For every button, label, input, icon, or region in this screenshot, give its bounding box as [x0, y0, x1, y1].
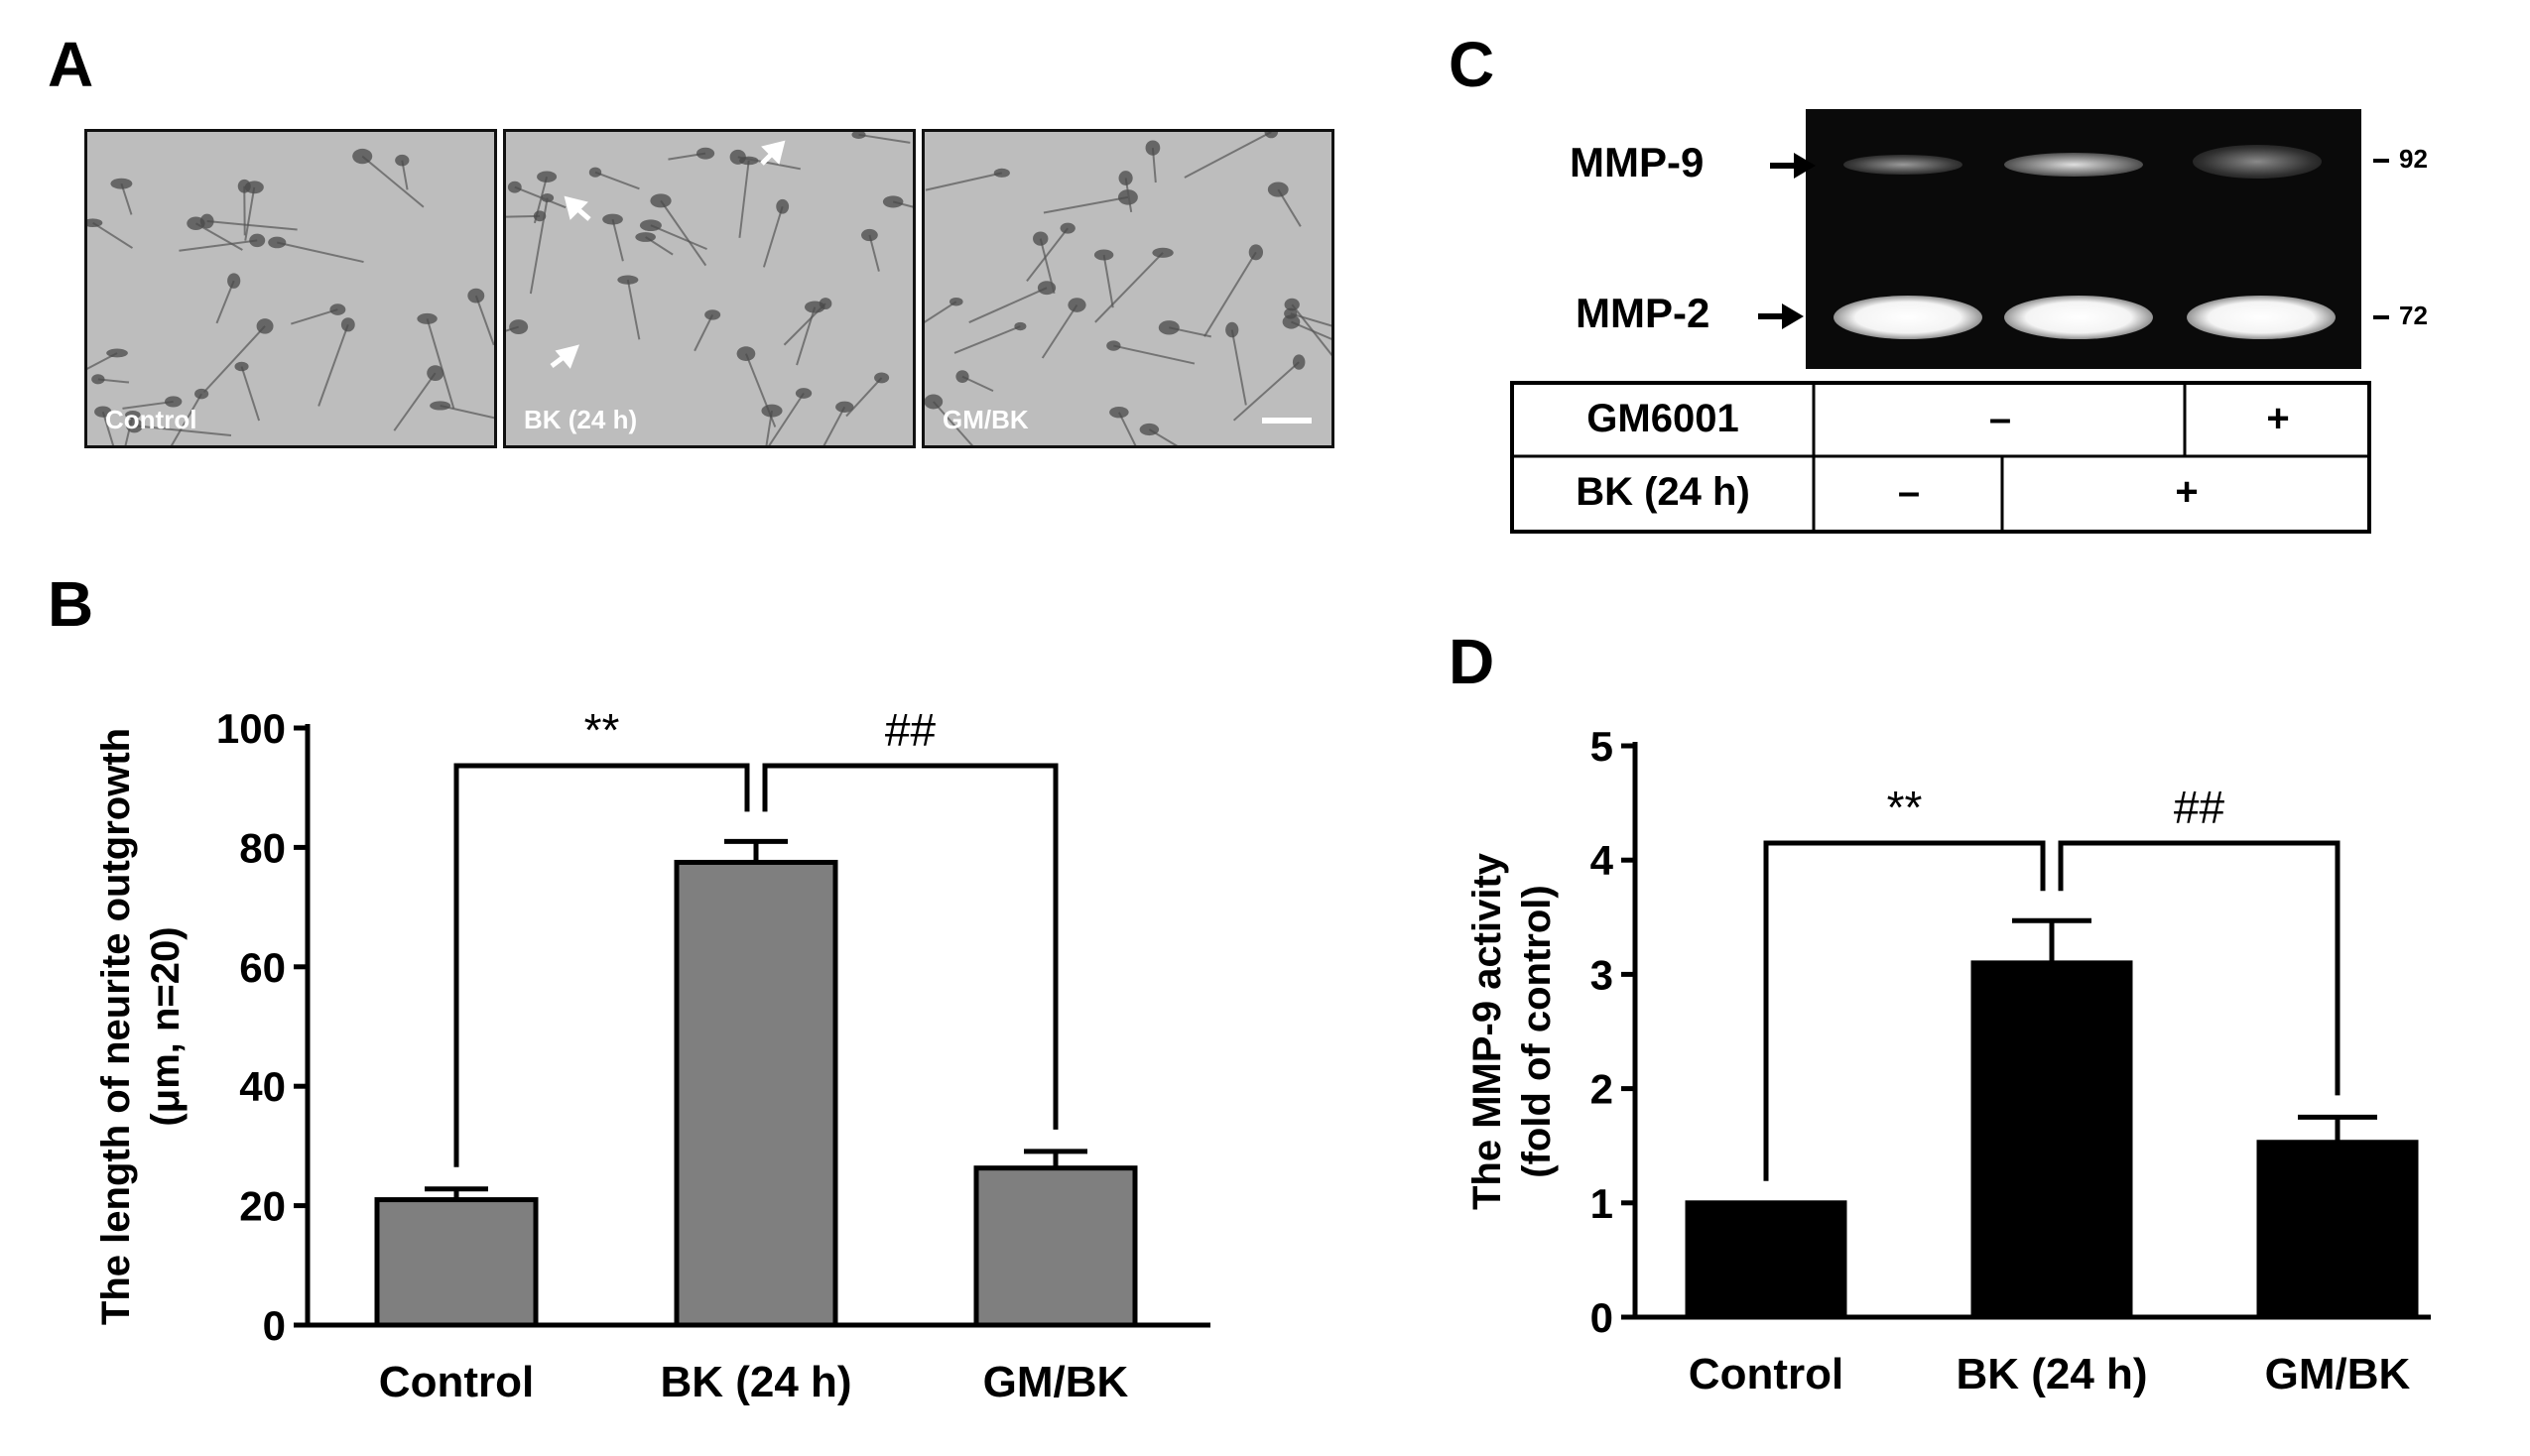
significance-label: **	[584, 704, 620, 756]
marker-tick	[2373, 159, 2389, 163]
band-mmp2-gmbk	[2187, 296, 2336, 339]
y-tick-label: 1	[1590, 1180, 1613, 1227]
y-tick-label: 0	[263, 1302, 286, 1349]
bar	[973, 1165, 1138, 1328]
band-mmp9-control	[1843, 155, 1962, 175]
panel-letter-d: D	[1449, 626, 1495, 697]
arrow-right-icon	[1758, 303, 1804, 329]
significance-bracket	[2058, 840, 2340, 1096]
bar	[374, 1197, 539, 1328]
x-tick-label: GM/BK	[2265, 1350, 2411, 1398]
y-tick-label: 100	[216, 705, 286, 752]
micrograph-label: Control	[105, 405, 197, 434]
band-mmp2-control	[1834, 296, 1982, 339]
micrograph-gm-bk: GM/BK	[922, 129, 1334, 448]
significance-bracket	[1763, 840, 2046, 1181]
significance-label: ##	[2174, 782, 2225, 833]
band-name: MMP-9	[1570, 139, 1705, 185]
conditions-table	[1510, 381, 2371, 534]
y-tick-label: 4	[1590, 837, 1614, 884]
micrograph-control: Control	[84, 129, 497, 448]
y-tick-label: 20	[239, 1183, 286, 1230]
y-axis-title: (μm, n=20)	[144, 926, 188, 1126]
y-tick-label: 80	[239, 824, 286, 871]
band-name: MMP-2	[1576, 290, 1710, 336]
y-tick-label: 60	[239, 944, 286, 991]
panel-letter-b: B	[48, 568, 94, 640]
panel-letter-c: C	[1449, 29, 1495, 100]
y-axis-title: The MMP-9 activity	[1465, 852, 1509, 1210]
significance-bracket	[453, 763, 750, 1167]
band-label-mmp9: MMP-9	[1570, 139, 1704, 186]
marker-tick	[2373, 315, 2389, 319]
bar	[674, 859, 838, 1328]
band-mmp9-bk	[2004, 153, 2143, 177]
y-tick-label: 0	[1590, 1294, 1613, 1341]
bar	[2256, 1140, 2419, 1320]
table-cell: +	[2175, 470, 2199, 514]
significance-bracket	[762, 763, 1059, 1130]
table-row-label-bk: BK (24 h)	[1576, 470, 1750, 514]
y-tick-label: 2	[1590, 1066, 1613, 1113]
table-row-label-gm6001: GM6001	[1586, 397, 1739, 440]
y-tick-label: 3	[1590, 951, 1613, 998]
x-tick-label: BK (24 h)	[1956, 1350, 2147, 1398]
band-label-mmp2: MMP-2	[1576, 290, 1709, 337]
table-cell: +	[2266, 397, 2290, 440]
micrograph-bk-24h: BK (24 h)	[503, 129, 916, 448]
zymogram-gel	[1806, 109, 2361, 369]
table-cell: –	[1988, 397, 2012, 440]
x-tick-label: GM/BK	[983, 1358, 1129, 1406]
micrograph-label: GM/BK	[943, 405, 1029, 434]
cell-texture	[925, 132, 1331, 445]
x-tick-label: BK (24 h)	[660, 1358, 851, 1406]
bar-chart-neurite-length: 0 20 40 60 80 100 Control BK (24 h) GM/BK ** ## The…	[94, 704, 1210, 1406]
y-axis-title: The length of neurite outgrowth	[94, 728, 138, 1325]
x-tick-label: Control	[1689, 1350, 1843, 1398]
y-axis-title: (fold of control)	[1515, 885, 1559, 1177]
y-tick-label: 5	[1590, 723, 1613, 770]
panel-letter-a: A	[48, 29, 94, 100]
marker-label-92: 92	[2399, 144, 2428, 174]
x-tick-label: Control	[379, 1358, 534, 1406]
significance-label: ##	[885, 704, 937, 756]
bar	[1970, 960, 2133, 1320]
marker-label-72: 72	[2399, 301, 2428, 330]
scale-bar	[1262, 418, 1312, 424]
band-mmp2-bk	[2004, 296, 2153, 339]
table-cell: –	[1897, 470, 1921, 514]
arrow-icons	[550, 140, 786, 369]
bar	[1685, 1200, 1847, 1320]
cell-texture	[87, 132, 494, 445]
y-tick-label: 40	[239, 1063, 286, 1110]
micrograph-label: BK (24 h)	[524, 405, 638, 434]
arrow-right-icon	[1770, 153, 1816, 179]
cell-texture	[506, 132, 913, 445]
bar-chart-mmp9-activity: 0 1 2 3 4 5 Control BK (24 h) GM/BK ** ## The MMP-9…	[1465, 723, 2431, 1398]
band-mmp9-gmbk	[2193, 145, 2322, 179]
significance-label: **	[1887, 782, 1923, 833]
